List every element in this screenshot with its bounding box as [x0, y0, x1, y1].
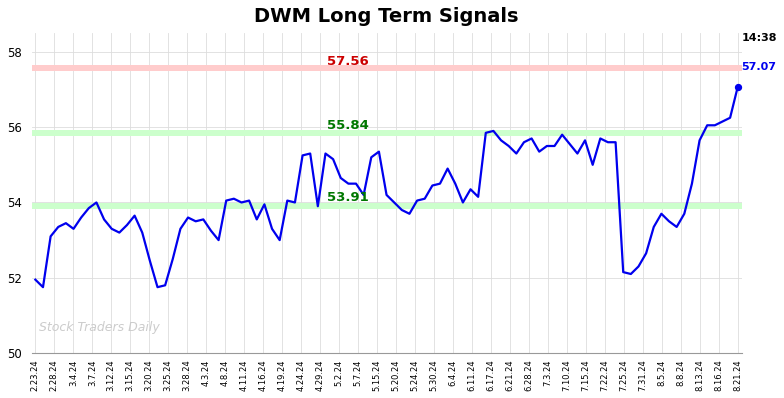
Text: Stock Traders Daily: Stock Traders Daily	[38, 321, 159, 334]
Bar	[31, 203, 742, 209]
Text: 53.91: 53.91	[327, 191, 368, 204]
Point	[731, 84, 744, 90]
Text: 14:38: 14:38	[742, 33, 777, 43]
Title: DWM Long Term Signals: DWM Long Term Signals	[254, 7, 519, 26]
Bar	[31, 130, 742, 136]
Text: 57.07: 57.07	[742, 62, 777, 72]
Bar	[31, 65, 742, 72]
Text: 55.84: 55.84	[327, 119, 368, 132]
Text: 57.56: 57.56	[327, 55, 368, 68]
